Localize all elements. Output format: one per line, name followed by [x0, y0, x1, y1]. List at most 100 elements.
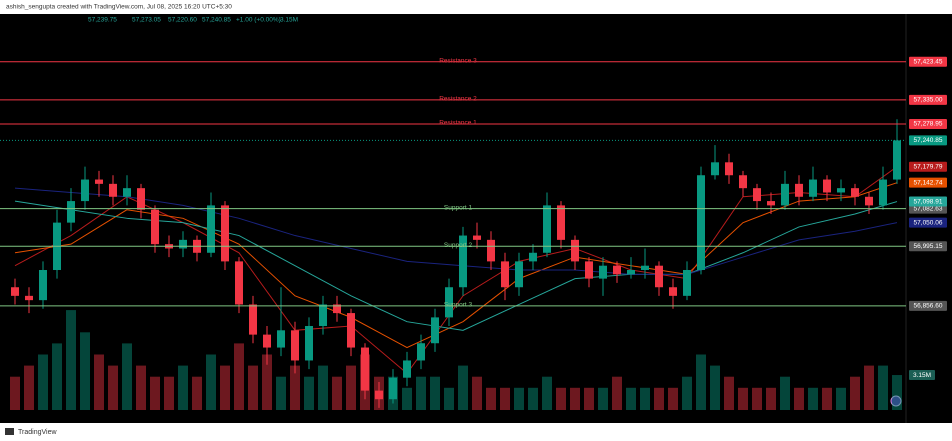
volume-bar [528, 387, 538, 410]
volume-bar [122, 343, 132, 410]
volume-bar [598, 387, 608, 410]
price-tag [909, 135, 947, 146]
volume-bar [234, 343, 244, 410]
candle-body [529, 252, 537, 262]
candle-body [473, 235, 481, 240]
volume-bar [346, 365, 356, 410]
candle-body [571, 239, 579, 262]
candle-body [487, 239, 495, 262]
candle-body [151, 209, 159, 245]
volume-bar [836, 387, 846, 410]
volume-bar [332, 376, 342, 410]
level-name: Resistance 1 [439, 120, 477, 127]
volume-bar [556, 387, 566, 410]
price-tag [909, 196, 947, 207]
price-tag [909, 119, 947, 130]
candle-body [235, 261, 243, 305]
price-tag [909, 161, 947, 172]
candle-body [823, 179, 831, 193]
volume-bar [192, 376, 202, 410]
volume-tag [909, 370, 935, 381]
price-tag [909, 94, 947, 105]
candle-body [221, 205, 229, 262]
volume-bar [318, 365, 328, 410]
candle-body [557, 205, 565, 240]
volume-bar [486, 387, 496, 410]
candle-body [697, 175, 705, 271]
candle-body [809, 179, 817, 197]
volume-bar [822, 387, 832, 410]
price-tag-label: 57,142.74 [914, 179, 943, 186]
level-name: Support 1 [444, 204, 473, 211]
price-tag [909, 300, 947, 311]
volume-bar [472, 376, 482, 410]
candle-body [95, 179, 103, 184]
volume-bar [682, 376, 692, 410]
volume-bar [10, 376, 20, 410]
candle-body [613, 265, 621, 275]
chart-area [0, 14, 952, 423]
candle-body [753, 188, 761, 202]
price-tag [909, 56, 947, 67]
volume-bar [752, 387, 762, 410]
volume-bar [668, 387, 678, 410]
candle-body [851, 188, 859, 197]
volume-bar [514, 387, 524, 410]
volume-bar [738, 387, 748, 410]
volume-bar [430, 376, 440, 410]
candle-body [67, 201, 75, 223]
ohlc-value: 57,240.85 [202, 17, 231, 24]
candle-body [123, 188, 131, 197]
volume-bar [458, 365, 468, 410]
candle-body [81, 179, 89, 202]
level-name: Resistance 3 [439, 57, 477, 64]
candle-body [739, 175, 747, 189]
candle-body [641, 265, 649, 271]
moving-average [14, 182, 898, 349]
candle-body [655, 265, 663, 288]
price-tag-label: 57,240.85 [914, 137, 943, 144]
candle-body [795, 183, 803, 197]
volume-bar [66, 310, 76, 410]
candle-body [109, 183, 117, 197]
volume-value: 3.15M [280, 17, 298, 24]
volume-bar [766, 387, 776, 410]
candle-body [599, 265, 607, 279]
candle-body [375, 390, 383, 400]
volume-bar [290, 365, 300, 410]
footer-brand: TradingView [18, 429, 57, 436]
volume-bar [164, 376, 174, 410]
candle-body [501, 261, 509, 288]
volume-bar [206, 354, 216, 410]
candle-body [683, 270, 691, 296]
volume-bar [696, 354, 706, 410]
candle-body [389, 377, 397, 400]
price-tag [909, 241, 947, 252]
volume-bar [570, 387, 580, 410]
volume-bar [500, 387, 510, 410]
volume-bar [80, 332, 90, 410]
volume-bar [808, 387, 818, 410]
volume-tag-label: 3.15M [913, 372, 931, 379]
volume-bar [94, 354, 104, 410]
volume-bar [626, 387, 636, 410]
volume-bar [24, 365, 34, 410]
volume-bar [724, 376, 734, 410]
volume-bar [612, 376, 622, 410]
candle-body [305, 326, 313, 361]
header-bar [0, 0, 952, 14]
candle-body [319, 304, 327, 327]
volume-bar [864, 365, 874, 410]
candle-body [837, 188, 845, 193]
candle-body [431, 317, 439, 344]
candle-body [277, 330, 285, 348]
candle-body [25, 295, 33, 301]
level-name: Resistance 2 [439, 96, 477, 103]
candle-body [515, 261, 523, 288]
level-name: Support 3 [444, 302, 473, 309]
candle-body [249, 304, 257, 335]
moving-average [14, 166, 898, 375]
price-tag-label: 56,995.15 [914, 243, 943, 250]
volume-bar [654, 387, 664, 410]
